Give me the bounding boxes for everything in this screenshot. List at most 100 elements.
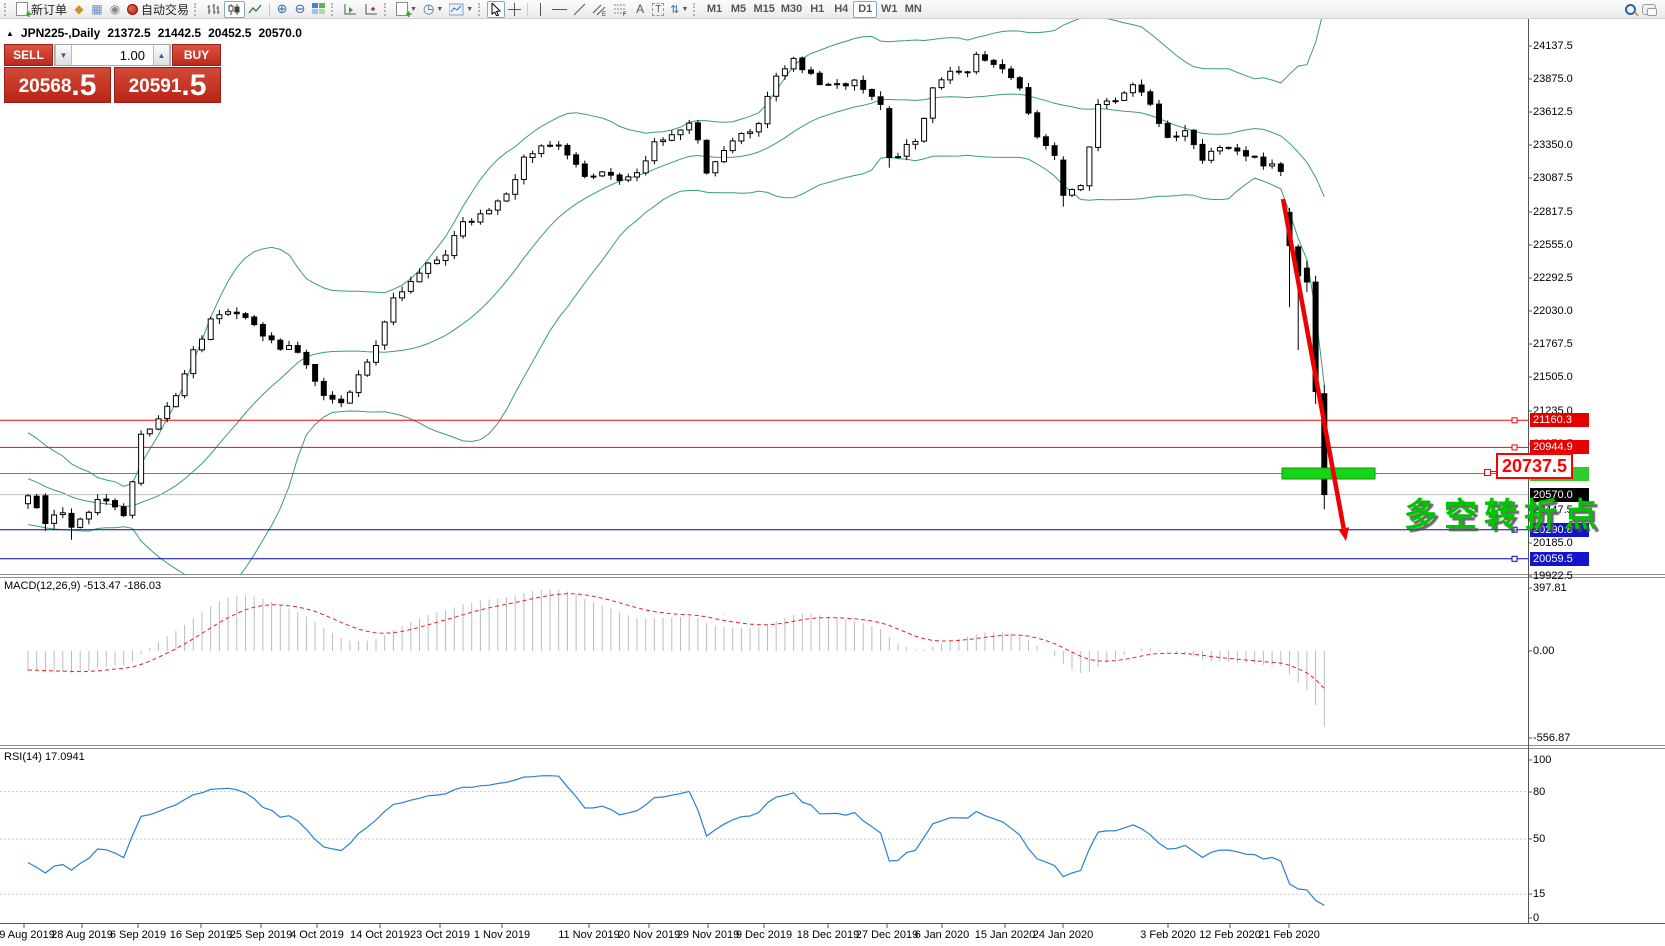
buy-price-button[interactable]: 20591 .5 (114, 67, 221, 103)
chart-candles-button[interactable] (224, 0, 246, 18)
trendline-button[interactable] (570, 1, 589, 18)
line-handle[interactable] (1511, 417, 1518, 424)
date-label: 16 Sep 2019 (169, 929, 233, 941)
price-tick-label: 23875.0 (1533, 73, 1573, 85)
chart-shift-icon (365, 3, 378, 14)
text-button[interactable]: A (631, 1, 649, 18)
date-label: 12 Feb 2020 (1199, 929, 1261, 941)
rsi-scale-label: 100 (1533, 754, 1552, 766)
timeframe-MN[interactable]: MN (904, 3, 922, 15)
buy-price-frac: .5 (181, 69, 207, 102)
text-label-icon: T (652, 2, 665, 16)
timeframe-M15[interactable]: M15 (753, 3, 775, 15)
volume-decrease-button[interactable]: ▼ (55, 45, 72, 65)
price-tick-label: 20185.0 (1533, 537, 1573, 549)
timeframe-H4[interactable]: H4 (834, 3, 849, 15)
zoom-in-button[interactable]: ⊕ (273, 1, 291, 18)
cursor-icon (491, 2, 501, 16)
rsi-label: RSI(14) 17.0941 (4, 751, 85, 763)
new-order-label: 新订单 (31, 2, 68, 17)
volume-increase-button[interactable]: ▲ (153, 45, 170, 65)
timeframe-M30[interactable]: M30 (780, 3, 803, 15)
trendline-icon (573, 3, 586, 15)
toolbar-grip[interactable] (693, 2, 698, 16)
arrows-button[interactable]: ⇅ ▼ (667, 1, 691, 18)
market-watch-button[interactable]: ◆ (70, 1, 88, 18)
macd-scale-label: 397.81 (1533, 582, 1567, 594)
fibonacci-button[interactable]: F (610, 1, 631, 18)
date-label: 28 Aug 2019 (51, 929, 113, 941)
line-handle[interactable] (1511, 555, 1518, 562)
price-tick-label: 21505.0 (1533, 371, 1573, 383)
rsi-scale-label: 15 (1533, 888, 1546, 900)
timeframe-H1[interactable]: H1 (810, 3, 825, 15)
bollinger-band-line (27, 93, 1325, 508)
highlight-rectangle[interactable] (1281, 467, 1376, 480)
chart-line-button[interactable] (245, 1, 266, 18)
trend-arrow[interactable] (1280, 198, 1346, 529)
community-button[interactable] (1639, 1, 1659, 18)
toolbar-grip[interactable] (384, 2, 389, 16)
zoom-in-icon: ⊕ (276, 1, 288, 16)
timeframe-W1[interactable]: W1 (881, 3, 898, 15)
one-click-trading-panel: SELL ▼ 1.00 ▲ BUY 20568 .5 20591 .5 (4, 44, 221, 103)
tile-windows-icon (312, 3, 326, 14)
date-label: 19 Aug 2019 (0, 929, 55, 941)
zoom-out-button[interactable]: ⊖ (291, 1, 309, 18)
turning-point-annotation[interactable]: 多空转折点 (1404, 496, 1604, 533)
ohlc-open: 21372.5 (107, 26, 151, 40)
text-icon: A (636, 2, 645, 16)
chart-shift-button[interactable] (361, 1, 382, 18)
price-badge: 20290.8 (1530, 523, 1589, 537)
toolbar-grip[interactable] (331, 2, 336, 16)
macd-scale-label: -556.87 (1533, 732, 1571, 744)
periods-button[interactable]: ◷ ▼ (420, 1, 446, 18)
timeframe-M5[interactable]: M5 (730, 3, 747, 15)
callout-anchor-handle[interactable] (1484, 469, 1491, 476)
autotrading-button[interactable]: 自动交易 (124, 1, 192, 18)
price-badge: 20570.0 (1530, 488, 1589, 502)
crosshair-icon (508, 2, 522, 16)
macd-signal-line (27, 593, 1325, 690)
search-button[interactable] (1621, 1, 1639, 18)
new-order-button[interactable]: 新订单 (13, 1, 70, 20)
crosshair-button[interactable] (505, 1, 524, 18)
sell-button[interactable]: SELL (4, 44, 53, 66)
tile-windows-button[interactable] (309, 1, 329, 18)
cursor-button[interactable] (487, 0, 506, 18)
horizontal-line-button[interactable] (549, 1, 570, 18)
buy-price-main: 20591 (128, 76, 182, 97)
timeframe-D1[interactable]: D1 (853, 0, 878, 18)
toolbar-grip[interactable] (194, 2, 199, 16)
chevron-down-icon: ▼ (436, 5, 444, 13)
toolbar-grip[interactable] (478, 2, 483, 16)
date-label: 15 Jan 2020 (974, 929, 1036, 941)
collapse-arrow-icon[interactable]: ▲ (6, 28, 14, 38)
line-handle[interactable] (1511, 444, 1518, 451)
toolbar-separator (527, 2, 529, 16)
sell-price-button[interactable]: 20568 .5 (4, 67, 111, 103)
indicators-add-button[interactable]: ▼ (393, 1, 420, 20)
navigator-button[interactable]: ◉ (106, 1, 124, 18)
indicators-add-icon (396, 2, 412, 20)
chevron-down-icon: ▼ (410, 5, 417, 13)
auto-arrange-button[interactable] (340, 1, 361, 18)
equidistant-channel-button[interactable]: E (589, 1, 610, 18)
text-label-button[interactable]: T (649, 1, 667, 18)
vertical-line-button[interactable] (531, 1, 549, 18)
chart-bars-button[interactable] (203, 1, 224, 18)
data-window-button[interactable]: ▦ (88, 1, 106, 18)
volume-input[interactable]: 1.00 (119, 47, 145, 63)
buy-button[interactable]: BUY (172, 44, 221, 66)
autotrading-icon (127, 3, 139, 15)
price-callout-box[interactable]: 20737.5 (1496, 453, 1573, 479)
templates-button[interactable]: ▼ (446, 1, 476, 18)
line-handle[interactable] (1511, 526, 1518, 533)
bollinger-band-line (27, 19, 1322, 487)
toolbar-grip[interactable] (4, 2, 9, 16)
clock-icon: ◷ (422, 1, 435, 16)
rsi-scale-label: 80 (1533, 786, 1546, 798)
timeframe-M1[interactable]: M1 (706, 3, 723, 15)
